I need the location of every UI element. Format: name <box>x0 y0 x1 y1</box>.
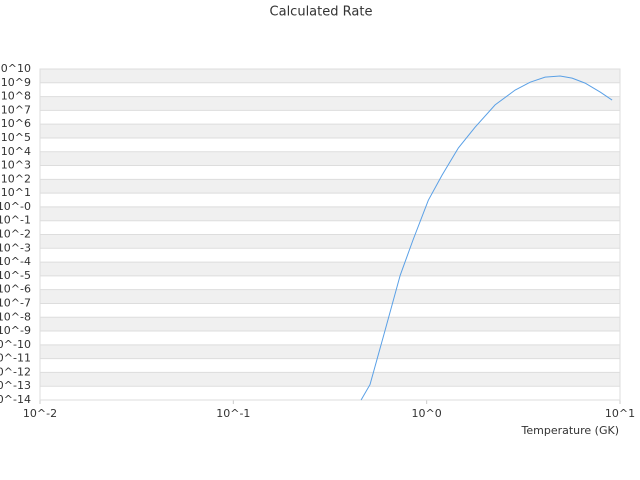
grid-band <box>40 179 620 194</box>
x-tick-label: 10^1 <box>605 407 635 420</box>
y-tick-label: 10^-14 <box>0 393 31 406</box>
y-tick-label: 10^3 <box>1 159 31 172</box>
y-tick-label: 10^-12 <box>0 365 31 378</box>
grid-band <box>40 262 620 276</box>
grid-band <box>40 372 620 387</box>
y-tick-label: 10^-8 <box>0 310 31 323</box>
x-tick-label: 10^-2 <box>23 407 57 420</box>
grid-band <box>40 206 620 221</box>
y-tick-label: 10^8 <box>1 90 31 103</box>
grid-band <box>40 151 620 166</box>
y-tick-label: 10^5 <box>1 131 31 144</box>
y-tick-label: 10^-9 <box>0 324 31 337</box>
y-tick-label: 10^-1 <box>0 214 31 227</box>
plot-frame <box>39 68 621 401</box>
y-tick-label: 10^7 <box>1 103 31 116</box>
data-line <box>360 75 613 401</box>
y-tick-label: 10^2 <box>1 172 31 185</box>
y-tick-label: 10^-5 <box>0 269 31 282</box>
grid-band <box>40 289 620 304</box>
grid-band <box>40 96 620 111</box>
y-tick-label: 10^-7 <box>0 296 31 309</box>
y-tick-label: 10^10 <box>0 62 31 75</box>
y-tick-label: 10^-11 <box>0 352 31 365</box>
y-tick-label: 10^4 <box>1 145 31 158</box>
grid-band <box>40 317 620 332</box>
x-tick-label: 10^-1 <box>216 407 250 420</box>
y-tick-label: 10^-3 <box>0 241 31 254</box>
y-tick-label: 10^-0 <box>0 200 31 213</box>
grid-band <box>40 234 620 249</box>
grid-band <box>40 124 620 138</box>
grid-band <box>40 69 620 83</box>
y-tick-label: 10^-2 <box>0 228 31 241</box>
y-tick-label: 10^6 <box>1 117 31 130</box>
y-tick-label: 10^-6 <box>0 283 31 296</box>
chart-title: Calculated Rate <box>270 5 373 20</box>
x-tick-label: 10^0 <box>412 407 442 420</box>
y-tick-label: 10^9 <box>1 76 31 89</box>
y-tick-label: 10^1 <box>1 186 31 199</box>
y-tick-label: 10^-13 <box>0 379 31 392</box>
y-tick-label: 10^-4 <box>0 255 31 268</box>
x-axis-label: Temperature (GK) <box>521 424 620 437</box>
y-tick-label: 10^-10 <box>0 338 31 351</box>
grid-band <box>40 344 620 359</box>
